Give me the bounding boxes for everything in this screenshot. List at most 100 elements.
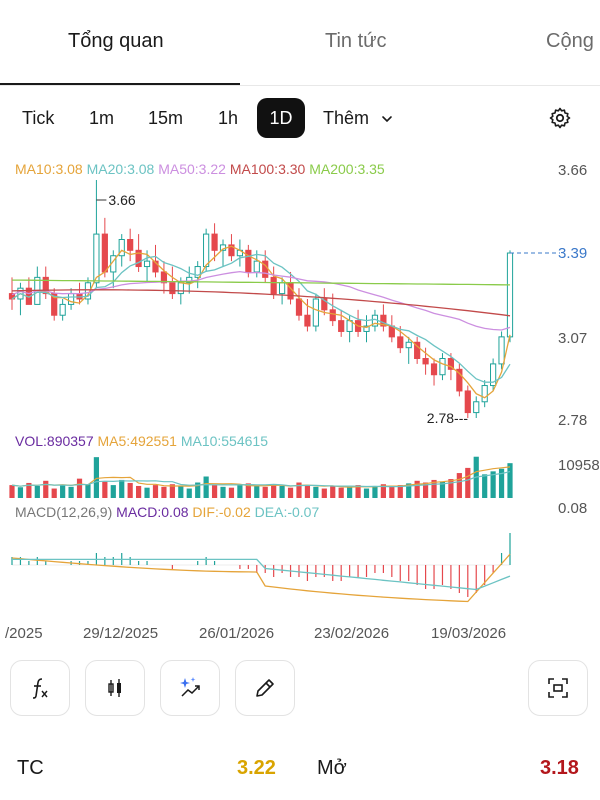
axis-labels-layer: 3.39 3.66 2.78--- 3.66 3.07 2.78 1095800 0.08/2… xyxy=(5,162,600,642)
volume-bar xyxy=(34,485,40,498)
candle-body xyxy=(506,252,514,338)
candle-body xyxy=(279,282,286,295)
candle-body xyxy=(321,298,328,311)
volume-bar xyxy=(102,481,108,498)
volume-bar xyxy=(456,473,462,498)
quote-summary: TC 3.22 Mở 3.18 xyxy=(0,740,600,800)
fullscreen-icon xyxy=(548,678,568,698)
volume-bar xyxy=(60,485,66,498)
volume-bar xyxy=(313,486,319,498)
macd-value-label: MACD:0.08 xyxy=(116,504,189,520)
interval-bar: Tick 1m 15m 1h 1D Thêm xyxy=(0,98,600,140)
function-icon xyxy=(32,678,48,699)
volume-bar xyxy=(321,488,327,498)
volume-bar xyxy=(304,485,311,498)
volume-bar xyxy=(211,485,218,498)
candle-body xyxy=(397,336,404,349)
interval-tick[interactable]: Tick xyxy=(22,108,55,128)
candle-body xyxy=(177,282,184,295)
volume-bar xyxy=(254,485,260,498)
fullscreen-button[interactable] xyxy=(528,660,588,716)
candle-body xyxy=(498,336,505,365)
smart-analysis-button[interactable] xyxy=(160,660,220,716)
volume-bar xyxy=(347,486,353,498)
interval-1d[interactable]: 1D xyxy=(257,98,305,138)
volume-bar xyxy=(422,482,429,498)
candle-body xyxy=(447,358,455,370)
gear-icon[interactable] xyxy=(548,106,572,130)
interval-15m[interactable]: 15m xyxy=(148,108,184,128)
ma10-label: MA10:3.08 xyxy=(15,161,83,177)
volume-bar xyxy=(439,481,446,498)
candle-body xyxy=(59,303,66,316)
volume-bar xyxy=(203,476,209,498)
candle-body xyxy=(211,233,218,251)
candle-body xyxy=(414,341,421,359)
more-label: Thêm xyxy=(323,108,370,128)
volume-bar xyxy=(127,482,133,498)
volume-bar xyxy=(228,487,235,498)
x-axis-label: 26/01/2026 xyxy=(199,625,274,642)
candle-body xyxy=(93,233,100,284)
draw-tool-button[interactable] xyxy=(235,660,295,716)
interval-1h[interactable]: 1h xyxy=(218,108,239,128)
chart-type-button[interactable] xyxy=(85,660,145,716)
reference-price-value: 3.22 xyxy=(237,757,276,779)
reference-price-label: TC xyxy=(17,757,44,779)
candle-body xyxy=(253,260,260,273)
candle-body xyxy=(270,276,277,295)
candle-body xyxy=(228,244,235,257)
volume-bar xyxy=(465,467,471,498)
y-axis-label-bottom: 2.78 xyxy=(558,412,587,429)
x-axis-label: 29/12/2025 xyxy=(83,625,158,642)
volume-bar xyxy=(372,485,378,498)
candle-body xyxy=(143,260,151,268)
x-axis-label: /2025 xyxy=(5,625,43,642)
price-chart[interactable]: MA10:3.08 MA20:3.08 MA50:3.22 MA100:3.30… xyxy=(0,150,600,645)
interval-1m[interactable]: 1m xyxy=(89,108,115,128)
volume-axis-label: 1095800 xyxy=(558,457,600,474)
candle-body xyxy=(329,309,336,322)
vol-ma10-label: MA10:554615 xyxy=(180,433,268,449)
candle-body xyxy=(186,276,193,284)
candle-body xyxy=(422,358,429,365)
tab-community[interactable]: Cộng xyxy=(546,30,594,52)
ma50-label: MA50:3.22 xyxy=(158,161,226,177)
candle-body xyxy=(194,266,201,278)
volume-bar xyxy=(17,487,24,498)
volume-bar xyxy=(507,463,513,498)
volume-bar xyxy=(271,484,277,498)
candle-body xyxy=(473,401,480,414)
open-price-label: Mở xyxy=(317,757,347,779)
more-intervals-dropdown[interactable]: Thêm xyxy=(323,108,394,129)
macd-legend: MACD(12,26,9) MACD:0.08 DIF:-0.02 DEA:-0… xyxy=(15,504,319,520)
candle-body xyxy=(67,293,75,305)
vol-ma5-label: MA5:492551 xyxy=(97,433,177,449)
volume-ma5-line xyxy=(11,466,511,488)
volume-bar xyxy=(355,485,361,498)
sparkle-chart-icon xyxy=(180,677,200,697)
volume-bar xyxy=(397,485,403,498)
candle-body xyxy=(42,276,49,295)
volume-bar xyxy=(279,485,285,498)
open-price-value: 3.18 xyxy=(540,757,579,779)
candle-body xyxy=(169,282,176,295)
indicator-function-button[interactable] xyxy=(10,660,70,716)
volume-bar xyxy=(119,479,125,498)
y-axis-label-top: 3.66 xyxy=(558,162,587,179)
ma20-label: MA20:3.08 xyxy=(86,161,155,177)
ma100-line xyxy=(11,289,511,317)
tab-news[interactable]: Tin tức xyxy=(325,30,387,52)
candle-body xyxy=(152,260,159,273)
low-marker-label: 2.78--- xyxy=(427,410,469,426)
volume-layer xyxy=(9,456,513,498)
ma-legend: MA10:3.08 MA20:3.08 MA50:3.22 MA100:3.30… xyxy=(15,161,385,177)
volume-bar xyxy=(93,457,100,498)
tab-overview[interactable]: Tổng quan xyxy=(68,30,164,52)
volume-bar xyxy=(76,478,83,498)
volume-bar xyxy=(9,485,15,498)
volume-ma10-line xyxy=(11,471,511,488)
tabs-divider xyxy=(0,85,600,86)
volume-bar xyxy=(68,486,74,498)
candle-body xyxy=(295,298,303,316)
